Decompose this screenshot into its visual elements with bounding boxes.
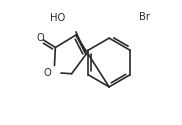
Text: HO: HO: [50, 13, 65, 23]
Text: O: O: [37, 33, 44, 43]
Text: Br: Br: [139, 12, 150, 22]
Text: O: O: [44, 68, 52, 78]
